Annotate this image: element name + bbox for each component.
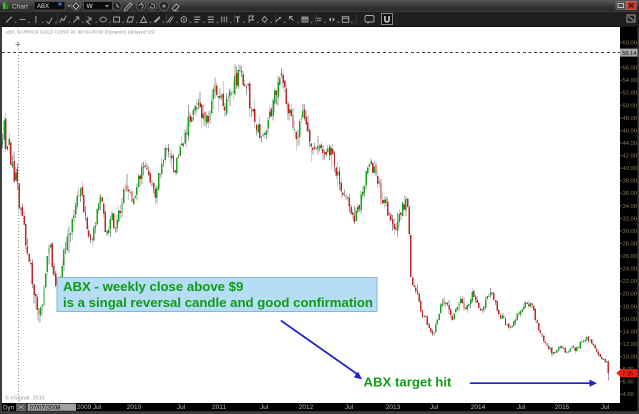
svg-text:07/07/2008: 07/07/2008 <box>30 404 62 411</box>
svg-text:Chart: Chart <box>12 4 28 11</box>
svg-text:Jul: Jul <box>517 404 526 411</box>
svg-text:6.00: 6.00 <box>623 380 634 386</box>
svg-text:4.00: 4.00 <box>623 392 634 398</box>
svg-text:ABX - weekly close above $9: ABX - weekly close above $9 <box>63 279 243 294</box>
svg-text:Jul: Jul <box>260 404 269 411</box>
svg-text:16.00: 16.00 <box>623 317 638 323</box>
svg-text:14.00: 14.00 <box>623 329 638 335</box>
svg-text:U: U <box>384 15 391 25</box>
svg-text:48.00: 48.00 <box>623 116 638 122</box>
svg-text:10.00: 10.00 <box>623 355 638 361</box>
svg-text:2011: 2011 <box>212 404 226 411</box>
svg-text:2015: 2015 <box>555 404 570 411</box>
svg-text:Jul: Jul <box>345 404 354 411</box>
svg-text:T: T <box>235 16 240 25</box>
svg-text:38.00: 38.00 <box>623 179 638 185</box>
svg-text:46.00: 46.00 <box>623 128 638 134</box>
svg-text:54.00: 54.00 <box>623 78 638 84</box>
svg-text:2014: 2014 <box>471 404 486 411</box>
svg-text:42.00: 42.00 <box>623 154 638 160</box>
svg-text:24.00: 24.00 <box>623 267 638 273</box>
svg-text:34.00: 34.00 <box>623 204 638 210</box>
svg-text:40.00: 40.00 <box>623 166 638 172</box>
svg-text:Jul: Jul <box>601 404 610 411</box>
svg-text:20.00: 20.00 <box>623 292 638 298</box>
svg-text:32.00: 32.00 <box>623 216 638 222</box>
svg-text:ABX, BARRICK GOLD CORP, W, 00:: ABX, BARRICK GOLD CORP, W, 00:00-00:00 (… <box>5 30 155 36</box>
svg-text:Jul: Jul <box>177 404 186 411</box>
svg-text:2012: 2012 <box>299 404 314 411</box>
svg-text:22.00: 22.00 <box>623 279 638 285</box>
svg-text:28.00: 28.00 <box>623 242 638 248</box>
svg-text:30.00: 30.00 <box>623 229 638 235</box>
svg-text:Jul: Jul <box>430 404 439 411</box>
svg-text:7.35: 7.35 <box>622 372 633 378</box>
svg-text:ABX: ABX <box>37 4 49 10</box>
svg-text:58.14: 58.14 <box>622 51 637 57</box>
svg-text:12.00: 12.00 <box>623 342 638 348</box>
svg-text:2013: 2013 <box>386 404 401 411</box>
svg-text:36.00: 36.00 <box>623 191 638 197</box>
svg-text:Jul: Jul <box>93 404 102 411</box>
svg-text:W: W <box>87 3 94 10</box>
svg-text:2009: 2009 <box>77 404 92 411</box>
svg-text:2010: 2010 <box>127 404 142 411</box>
svg-text:26.00: 26.00 <box>623 254 638 260</box>
svg-text:50.00: 50.00 <box>623 103 638 109</box>
svg-text:56.00: 56.00 <box>623 66 638 72</box>
svg-text:44.00: 44.00 <box>623 141 638 147</box>
svg-text:52.00: 52.00 <box>623 91 638 97</box>
svg-text:© eSignal, 2015: © eSignal, 2015 <box>5 395 45 402</box>
svg-text:ABX target hit: ABX target hit <box>364 375 453 390</box>
svg-text:Dyn: Dyn <box>3 404 15 411</box>
svg-text:60.00: 60.00 <box>623 41 638 47</box>
svg-text:is a singal reversal candle an: is a singal reversal candle and good con… <box>63 295 373 310</box>
svg-text:18.00: 18.00 <box>623 304 638 310</box>
